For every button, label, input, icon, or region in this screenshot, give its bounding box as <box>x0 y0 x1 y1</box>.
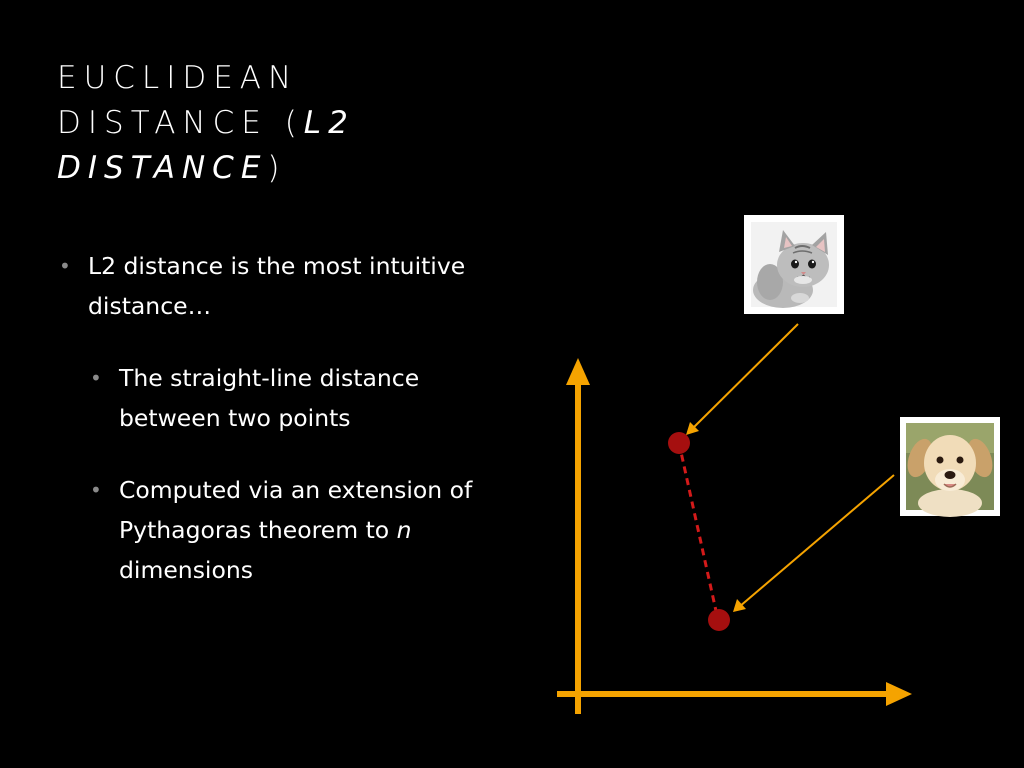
sub-bullet-item: • The straight-line distance between two… <box>88 358 477 438</box>
bullet-item: • L2 distance is the most intuitive dist… <box>57 246 477 326</box>
point-cat <box>668 432 690 454</box>
x-axis-arrowhead <box>886 682 912 706</box>
sub-bullet-text: The straight-line distance between two p… <box>119 364 420 432</box>
title-line-2-italic: L2 <box>303 105 355 141</box>
title-line-2: DISTANCE (L2 <box>57 101 477 146</box>
title-line-1: EUCLIDEAN <box>57 60 299 96</box>
sub-bullet-text-before: Computed via an extension of Pythagoras … <box>119 476 473 544</box>
bullet-dot: • <box>59 254 71 278</box>
puppy-photo-icon <box>900 417 1000 517</box>
distance-line <box>677 442 720 621</box>
dog-arrow-line <box>738 474 895 608</box>
bullet-text: L2 distance is the most intuitive distan… <box>88 252 466 320</box>
title-line-2-main: DISTANCE ( <box>57 105 304 141</box>
kitten-photo-icon <box>744 215 844 314</box>
point-dog <box>708 609 730 631</box>
title-line-3: DISTANCE) <box>57 146 477 191</box>
bullet-dot: • <box>90 366 102 390</box>
sub-bullet-text-after: dimensions <box>119 556 253 584</box>
bullet-list: • L2 distance is the most intuitive dist… <box>57 246 477 590</box>
sub-bullet-text: Computed via an extension of Pythagoras … <box>119 470 477 590</box>
bullet-dot: • <box>90 478 102 502</box>
title-line-3-italic: DISTANCE <box>57 150 268 186</box>
sub-bullet-item: • Computed via an extension of Pythagora… <box>88 470 477 590</box>
dog-arrow-head <box>733 599 746 612</box>
cat-arrow-head <box>686 422 699 435</box>
cat-arrow-line <box>690 323 799 431</box>
sub-bullet-text-italic: n <box>396 516 412 544</box>
y-axis-arrowhead <box>566 358 590 385</box>
slide-title: EUCLIDEAN DISTANCE (L2 DISTANCE) <box>57 56 477 191</box>
title-line-3-close: ) <box>267 150 287 186</box>
